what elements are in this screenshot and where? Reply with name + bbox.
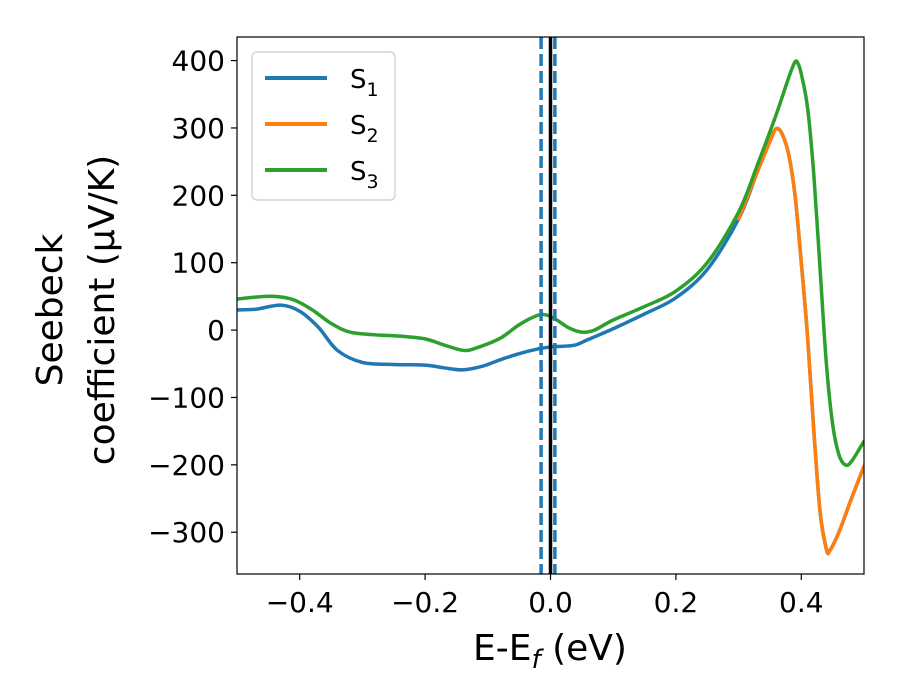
x-tick-label: −0.2 bbox=[391, 586, 459, 619]
x-tick-label: 0.2 bbox=[654, 586, 699, 619]
series-line-3 bbox=[237, 59, 864, 468]
legend-label-2: S2 bbox=[350, 111, 379, 147]
x-ticks: −0.4 −0.2 0.0 0.2 0.4 bbox=[266, 574, 824, 619]
y-tick-label: 100 bbox=[172, 247, 225, 280]
plot-frame bbox=[236, 36, 865, 575]
series-line-2 bbox=[736, 126, 864, 556]
y-axis-title: Seebeck coefficient (μV/K) bbox=[30, 155, 123, 465]
x-tick-label: 0.0 bbox=[528, 586, 573, 619]
legend-label-1: S1 bbox=[350, 65, 379, 101]
y-axis-title-line2: coefficient (μV/K) bbox=[82, 155, 123, 465]
y-tick-label: 200 bbox=[172, 179, 225, 212]
x-tick-label: −0.4 bbox=[266, 586, 334, 619]
legend-label-3: S3 bbox=[350, 157, 379, 193]
legend: S1 S2 S3 bbox=[251, 51, 396, 201]
x-axis-title: E-Ef (eV) bbox=[473, 628, 627, 675]
y-tick-label: 300 bbox=[172, 112, 225, 145]
y-tick-label: 0 bbox=[207, 314, 225, 347]
y-tick-label: 400 bbox=[172, 45, 225, 78]
y-ticks: 400 300 200 100 0 −100 −200 −300 bbox=[148, 45, 237, 549]
y-tick-label: −200 bbox=[148, 449, 225, 482]
y-tick-label: −100 bbox=[148, 381, 225, 414]
y-tick-label: −300 bbox=[148, 516, 225, 549]
y-axis-title-line1: Seebeck bbox=[30, 233, 71, 386]
x-tick-label: 0.4 bbox=[779, 586, 824, 619]
plot-layer bbox=[237, 37, 864, 574]
